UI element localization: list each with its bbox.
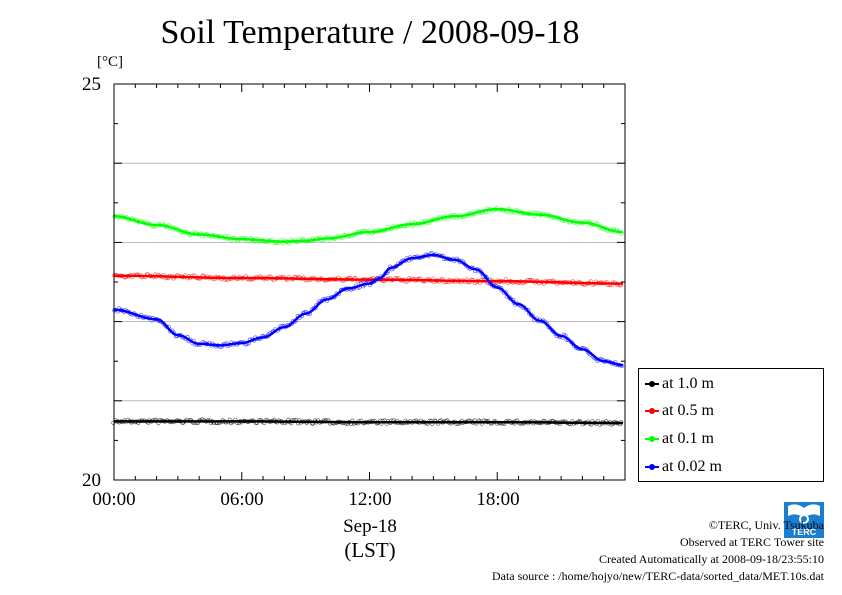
legend-marker-1m: [645, 380, 659, 388]
plot-frame: [113, 83, 626, 481]
legend-item-002m: at 0.02 m: [645, 456, 722, 478]
legend-label-002m: at 0.02 m: [662, 458, 722, 475]
series-line-002m: [113, 253, 624, 367]
legend-label-01m: at 0.1 m: [662, 430, 714, 447]
series-002m: [112, 251, 625, 368]
legend-marker-01m: [645, 435, 659, 443]
series-line-1m: [114, 420, 623, 425]
legend-marker-05m: [645, 407, 659, 415]
x-tick-label-12: 12:00: [348, 489, 392, 510]
series-1m: [111, 417, 624, 427]
chart-title: Soil Temperature / 2008-09-18: [160, 14, 580, 51]
series-line-05m: [114, 274, 623, 285]
created-text: Created Automatically at 2008-09-18/23:5…: [599, 552, 824, 566]
series-line-01m: [114, 207, 623, 243]
date-label: Sep-18: [343, 516, 397, 537]
credits: ©TERC, Univ. Tsukuba Observed at TERC To…: [492, 517, 824, 585]
y-axis-unit: [°C]: [97, 54, 123, 70]
terc-logo: TERC: [784, 502, 824, 538]
legend: at 1.0 m at 0.5 m at 0.1 m at 0.02 m: [638, 368, 824, 482]
data-point: [111, 420, 116, 426]
series-01m: [111, 205, 624, 246]
x-tick-label-06: 06:00: [220, 489, 264, 510]
series-layer: [111, 205, 625, 427]
site-text: Observed at TERC Tower site: [679, 535, 824, 549]
legend-item-1m: at 1.0 m: [645, 373, 714, 395]
y-tick-label-20: 20: [82, 470, 101, 491]
legend-item-05m: at 0.5 m: [645, 400, 714, 422]
source-text: Data source : /home/hojyo/new/TERC-data/…: [491, 569, 824, 583]
svg-text:TERC: TERC: [792, 527, 817, 537]
y-tick-label-25: 25: [82, 74, 101, 95]
x-tick-label-18: 18:00: [476, 489, 520, 510]
time-zone-label: (LST): [344, 538, 396, 562]
copyright-text: ©TERC, Univ. Tsukuba: [708, 518, 824, 532]
legend-marker-002m: [645, 463, 659, 471]
legend-label-05m: at 0.5 m: [662, 402, 714, 419]
series-05m: [111, 272, 624, 288]
legend-item-01m: at 0.1 m: [645, 428, 714, 450]
legend-label-1m: at 1.0 m: [662, 375, 714, 392]
x-tick-label-00: 00:00: [92, 489, 136, 510]
